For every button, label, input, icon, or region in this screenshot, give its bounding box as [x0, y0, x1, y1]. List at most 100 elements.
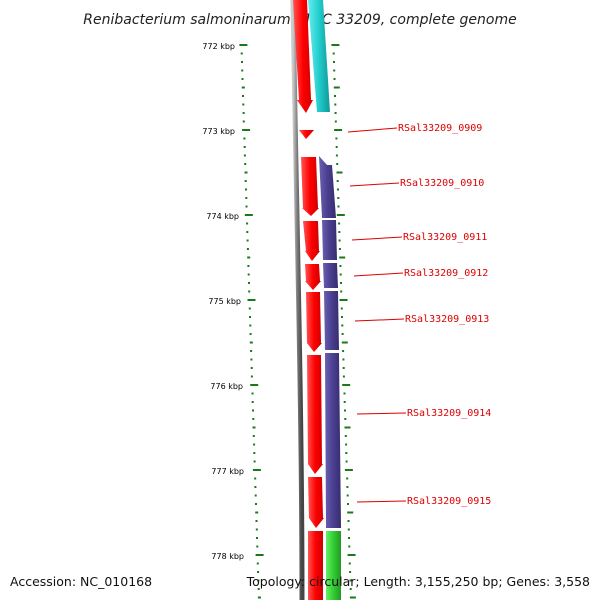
ruler-tick-minor — [333, 69, 336, 72]
ruler-tick-minor — [249, 316, 251, 318]
ruler-tick-minor — [348, 562, 351, 565]
gene-label-0912[interactable]: RSal33209_0912 — [353, 268, 488, 279]
cds-forward-0913[interactable] — [306, 292, 322, 352]
cds-reverse-0911[interactable] — [322, 220, 337, 260]
ruler-tick-minor — [345, 443, 348, 446]
ruler-tick-minor — [254, 486, 257, 488]
ruler-label-772: 772 kbp — [202, 42, 235, 51]
ruler-tick-minor — [338, 222, 341, 225]
ruler-tick-minor — [257, 588, 260, 590]
ruler-tick-minor — [346, 494, 349, 497]
cds-reverse-0912[interactable] — [323, 263, 338, 288]
ruler-tick-major — [239, 44, 248, 46]
ruler-tick-minor — [257, 571, 260, 573]
ruler-tick-minor — [340, 290, 343, 293]
ruler-tick-minor — [242, 103, 245, 106]
ruler-tick-minor — [254, 494, 257, 497]
cds-forward-0914[interactable] — [307, 355, 323, 474]
ruler-tick-minor — [345, 460, 348, 463]
ruler-tick-minor — [332, 52, 335, 55]
ruler-tick-minor — [336, 163, 339, 165]
ruler-tick-minor — [242, 120, 245, 123]
cds-reverse-0913[interactable] — [324, 291, 339, 350]
ruler-tick-minor — [334, 95, 336, 97]
ruler-tick-minor — [345, 452, 348, 454]
cds-forward-0909[interactable] — [299, 130, 314, 139]
ruler-ticks — [239, 44, 356, 599]
ruler-tick-minor — [257, 579, 260, 582]
ruler-tick-minor — [248, 290, 251, 293]
ruler-tick-minor — [344, 435, 347, 437]
gene-label-0911[interactable]: RSal33209_0911 — [351, 232, 487, 243]
ruler-tick-minor — [245, 205, 248, 208]
topology-text: Topology: circular; Length: 3,155,250 bp… — [246, 574, 590, 589]
ruler-tick-minor — [336, 171, 343, 174]
ruler-tick-minor — [344, 426, 351, 429]
ruler-tick-minor — [249, 341, 253, 344]
gene-label-text-0915: RSal33209_0915 — [407, 496, 491, 507]
ruler-tick-minor — [333, 61, 335, 63]
ruler-tick-minor — [246, 231, 249, 233]
ruler-label-776: 776 kbp — [210, 382, 243, 391]
ruler-tick-minor — [333, 78, 336, 80]
ruler-tick-minor — [256, 562, 259, 565]
gene-label-text-0909: RSal33209_0909 — [398, 123, 482, 134]
ruler-tick-minor — [255, 511, 259, 514]
reverse-cds-track — [308, 0, 341, 600]
cds-forward-1[interactable] — [293, 0, 313, 113]
ruler-tick-minor — [252, 409, 254, 412]
ruler-tick-minor — [343, 401, 346, 403]
cds-forward-next[interactable] — [308, 531, 323, 600]
cds-forward-0910[interactable] — [301, 157, 319, 216]
ruler-tick-minor — [335, 146, 338, 148]
ruler-tick-minor — [241, 61, 243, 63]
ruler-tick-minor — [250, 350, 253, 352]
ruler-tick-minor — [333, 86, 340, 89]
gene-label-0910[interactable]: RSal33209_0910 — [349, 178, 484, 189]
cds-forward-0912[interactable] — [305, 264, 321, 290]
ruler-tick-minor — [339, 273, 342, 276]
gene-label-text-0910: RSal33209_0910 — [400, 178, 484, 189]
ruler-tick-minor — [244, 163, 247, 165]
ruler-label-778: 778 kbp — [211, 552, 244, 561]
ruler-tick-minor — [337, 188, 339, 191]
cds-reverse-0914-0915[interactable] — [325, 353, 341, 528]
cds-reverse-0910[interactable] — [319, 156, 336, 218]
ruler-tick-minor — [337, 205, 340, 208]
gene-label-0913[interactable]: RSal33209_0913 — [354, 314, 489, 325]
ruler-tick-minor — [340, 307, 343, 310]
ruler-tick-minor — [338, 239, 341, 242]
ruler-tick-minor — [247, 265, 250, 267]
ruler-tick-major — [339, 299, 348, 301]
ruler-tick-minor — [241, 69, 244, 72]
ruler-tick-minor — [246, 239, 249, 242]
ruler-tick-major — [334, 129, 343, 131]
ruler-tick-minor — [252, 426, 256, 429]
ruler-tick-minor — [243, 154, 246, 157]
ruler-tick-minor — [243, 137, 246, 140]
cds-forward-0911[interactable] — [303, 221, 320, 261]
gene-label-0915[interactable]: RSal33209_0915 — [356, 496, 491, 507]
ruler-tick-minor — [338, 248, 341, 250]
ruler-tick-minor — [245, 197, 248, 199]
ruler-label-773: 773 kbp — [202, 127, 235, 136]
ruler-label-775: 775 kbp — [208, 297, 241, 306]
cds-forward-0915[interactable] — [308, 477, 324, 528]
ruler-tick-minor — [341, 324, 344, 327]
ruler-tick-minor — [247, 273, 250, 276]
cds-reverse-green[interactable] — [326, 531, 341, 600]
ruler-tick-minor — [252, 418, 255, 420]
ruler-tick-minor — [250, 375, 253, 378]
ruler-tick-major — [342, 384, 351, 386]
ruler-tick-minor — [349, 579, 352, 582]
ruler-tick-minor — [244, 171, 248, 174]
ruler-tick-minor — [250, 358, 253, 361]
gene-label-0914[interactable]: RSal33209_0914 — [356, 408, 491, 419]
ruler-tick-minor — [246, 222, 249, 225]
cds-reverse-cyan[interactable] — [308, 0, 330, 112]
gene-label-0909[interactable]: RSal33209_0909 — [347, 123, 482, 134]
ruler-tick-minor — [242, 95, 244, 97]
ruler-tick-minor — [255, 520, 258, 522]
ruler-tick-minor — [249, 324, 252, 327]
